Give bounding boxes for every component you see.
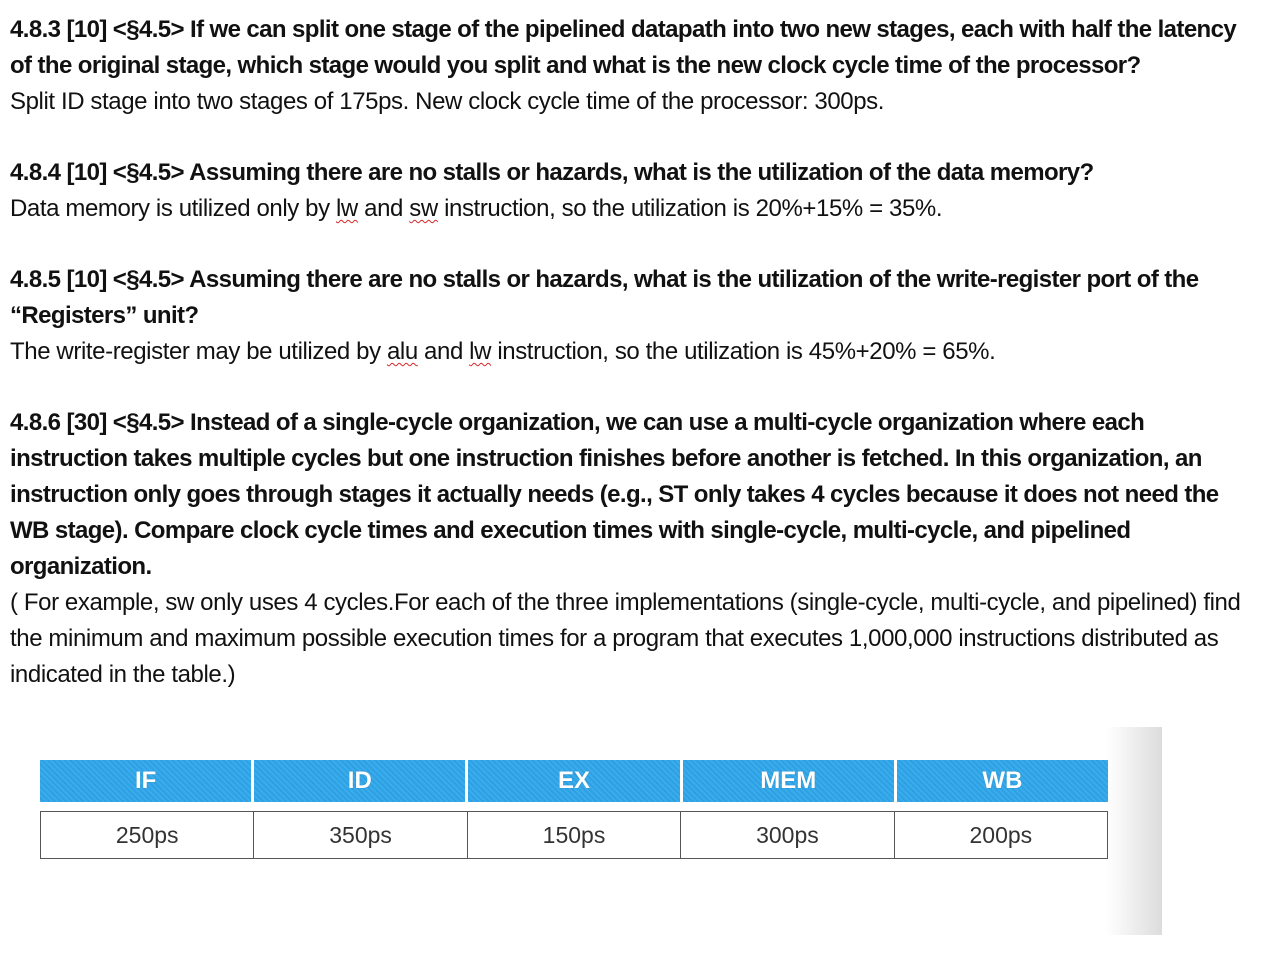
header-cell-mem: MEM [682, 760, 894, 802]
question-4-8-6: 4.8.6 [30] <§4.5> Instead of a single-cy… [10, 409, 1219, 580]
answer-4-8-4: Data memory is utilized only by lw and s… [10, 191, 1260, 227]
document-body: 4.8.3 [10] <§4.5> If we can split one st… [10, 12, 1260, 728]
header-cell-wb: WB [896, 760, 1109, 802]
section-4-8-3: 4.8.3 [10] <§4.5> If we can split one st… [10, 12, 1260, 120]
stage-latency-table: IF ID EX MEM WB 250ps 350ps 150ps 300ps … [40, 727, 1162, 935]
answer-text: and [417, 338, 470, 365]
section-4-8-5: 4.8.5 [10] <§4.5> Assuming there are no … [10, 262, 1260, 370]
header-cell-ex: EX [468, 760, 680, 802]
table-value-row: 250ps 350ps 150ps 300ps 200ps [40, 811, 1108, 859]
value-cell-ex: 150ps [468, 812, 682, 858]
header-cell-id: ID [254, 760, 466, 802]
answer-text: and [357, 195, 410, 222]
answer-text: The write-register may be utilized by [10, 338, 387, 365]
value-cell-wb: 200ps [969, 821, 1033, 848]
answer-text: Data memory is utilized only by [10, 195, 336, 222]
answer-4-8-3: Split ID stage into two stages of 175ps.… [10, 88, 885, 115]
question-4-8-3: 4.8.3 [10] <§4.5> If we can split one st… [10, 16, 1237, 79]
answer-text: instruction, so the utilization is 20%+1… [437, 195, 943, 222]
value-cell-if: 250ps [41, 812, 255, 858]
spellcheck-word: sw [409, 195, 438, 222]
question-4-8-4: 4.8.4 [10] <§4.5> Assuming there are no … [10, 159, 1094, 186]
answer-text: instruction, so the utilization is 45%+2… [491, 338, 996, 365]
table-header-row: IF ID EX MEM WB [40, 760, 1109, 802]
answer-4-8-6: ( For example, sw only uses 4 cycles.For… [10, 589, 1241, 688]
value-cell-mem: 300ps [681, 812, 895, 858]
header-cell-if: IF [40, 760, 252, 802]
answer-4-8-5: The write-register may be utilized by al… [10, 334, 1260, 370]
spellcheck-word: lw [469, 338, 492, 365]
spellcheck-word: lw [336, 195, 358, 222]
section-4-8-6: 4.8.6 [30] <§4.5> Instead of a single-cy… [10, 405, 1260, 693]
section-4-8-4: 4.8.4 [10] <§4.5> Assuming there are no … [10, 155, 1260, 227]
spellcheck-word: alu [386, 338, 418, 365]
table-shadow [1106, 727, 1162, 935]
value-cell-id: 350ps [254, 812, 468, 858]
question-4-8-5: 4.8.5 [10] <§4.5> Assuming there are no … [10, 266, 1199, 329]
